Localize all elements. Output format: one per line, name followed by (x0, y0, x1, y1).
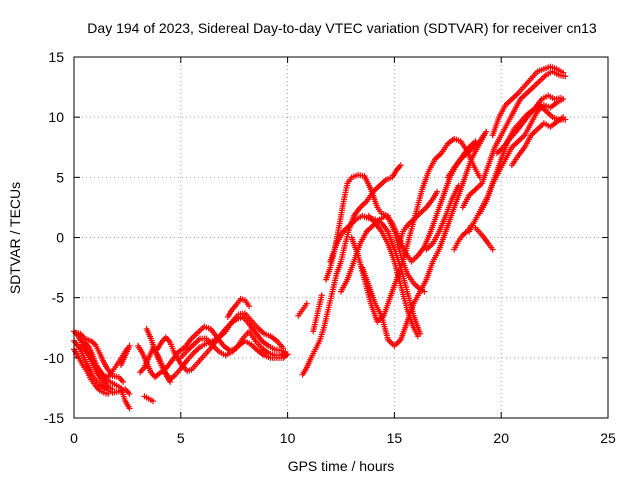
series-track-24 (395, 188, 441, 251)
x-tick-label: 5 (177, 430, 185, 446)
data-point (167, 378, 174, 385)
y-tick-label: 10 (48, 109, 64, 125)
data-point (558, 94, 565, 101)
series-track-25 (423, 182, 462, 253)
x-tick-label: 20 (493, 430, 509, 446)
data-point (120, 378, 127, 385)
x-tick-label: 10 (280, 430, 296, 446)
series-track-27 (459, 68, 569, 211)
data-point (284, 351, 291, 358)
x-axis-title: GPS time / hours (288, 458, 395, 474)
data-point (109, 386, 116, 393)
series-track-5 (71, 346, 112, 397)
data-point (562, 73, 569, 80)
data-point (105, 390, 112, 397)
y-tick-label: 15 (48, 49, 64, 65)
series-track-17 (310, 292, 325, 335)
data-point (318, 292, 325, 299)
data-point (455, 182, 462, 189)
series-track-12 (137, 345, 174, 385)
series-track-14 (224, 295, 253, 320)
data-point (246, 303, 253, 310)
series-track-33 (472, 224, 496, 253)
y-axis-ticks: -15 -10 -5 0 5 10 15 (44, 49, 608, 426)
data-point (126, 390, 133, 397)
y-tick-label: -10 (44, 350, 64, 366)
series-track-11 (141, 393, 157, 405)
data-point (303, 300, 310, 307)
data-point (434, 188, 441, 195)
series-track-9 (154, 313, 285, 375)
data-point (560, 114, 567, 121)
y-tick-label: -5 (52, 290, 65, 306)
y-tick-label: 0 (56, 230, 64, 246)
data-point (483, 128, 490, 135)
plot-frame (73, 56, 609, 419)
series-track-32 (508, 114, 567, 169)
series-track-22 (359, 132, 488, 349)
series-track-23 (365, 212, 421, 340)
data-point (278, 347, 285, 354)
series-track-13 (117, 342, 133, 369)
series-track-30 (489, 63, 567, 139)
data-point (126, 405, 133, 412)
data-point (397, 162, 404, 169)
series-track-34 (444, 128, 490, 181)
data-point (150, 398, 157, 405)
x-axis-ticks: 0 5 10 15 20 25 (70, 57, 616, 446)
x-tick-label: 15 (387, 430, 403, 446)
chart-title: Day 194 of 2023, Sidereal Day-to-day VTE… (87, 20, 597, 36)
y-tick-label: 5 (56, 169, 64, 185)
y-axis-title: SDTVAR / TECUs (7, 182, 23, 294)
plot-points (71, 63, 569, 412)
series-track-29 (476, 96, 567, 217)
x-tick-label: 0 (70, 430, 78, 446)
data-point (414, 333, 421, 340)
y-tick-label: -15 (44, 410, 64, 426)
x-tick-label: 25 (600, 430, 616, 446)
data-point (489, 246, 496, 253)
series-track-31 (493, 92, 565, 157)
series-track-10 (177, 335, 291, 361)
data-point (126, 342, 133, 349)
data-point (560, 69, 567, 76)
series-track-16 (295, 300, 310, 319)
